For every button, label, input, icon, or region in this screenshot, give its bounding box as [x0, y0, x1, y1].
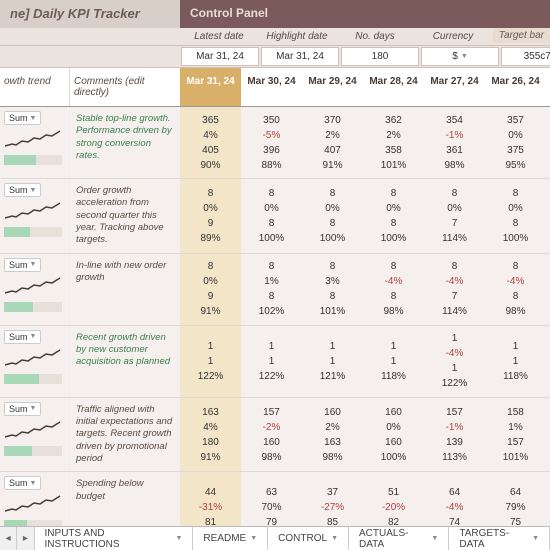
data-cell: 80%7114%: [424, 179, 485, 253]
ctrl-val-days[interactable]: 180: [341, 47, 419, 66]
sum-dropdown[interactable]: Sum▼: [4, 476, 41, 490]
data-cell: 354-1%36198%: [424, 107, 485, 178]
tab-nav-prev[interactable]: ◂: [0, 527, 17, 550]
date-header: Mar 29, 24: [302, 68, 363, 106]
sparkline: [4, 493, 62, 515]
target-bar: [4, 155, 62, 165]
data-cell: 1-4%1122%: [424, 326, 485, 397]
data-cell: 11122%: [180, 326, 241, 397]
sheet-tabs-bar: ◂ ▸ INPUTS AND INSTRUCTIONS▼README▼CONTR…: [0, 526, 550, 550]
ctrl-label-highlight: Highlight date: [258, 28, 336, 45]
sum-dropdown[interactable]: Sum▼: [4, 183, 41, 197]
kpi-row: Sum▼ Traffic aligned with initial expecta…: [0, 398, 550, 473]
data-cell: 8-4%7114%: [424, 254, 485, 325]
data-cell: 80%8100%: [302, 179, 363, 253]
data-cell: 8-4%898%: [363, 254, 424, 325]
data-cell: 80%8100%: [363, 179, 424, 253]
control-panel-header: Control Panel: [180, 0, 550, 28]
sparkline: [4, 200, 62, 222]
data-cell: 1634%18091%: [180, 398, 241, 472]
kpi-row: Sum▼ Recent growth driven by new customer…: [0, 326, 550, 398]
date-header: Mar 26, 24: [485, 68, 546, 106]
target-bar-label: Target bar: [493, 28, 550, 43]
sheet-tab[interactable]: INPUTS AND INSTRUCTIONS▼: [35, 527, 194, 550]
sheet-tab[interactable]: TARGETS-DATA▼: [449, 527, 550, 550]
data-cell: 81%8102%: [241, 254, 302, 325]
data-cell: 1600%160100%: [363, 398, 424, 472]
tab-nav-next[interactable]: ▸: [17, 527, 34, 550]
comment-cell[interactable]: Stable top-line growth. Performance driv…: [70, 107, 180, 178]
page-title: ne] Daily KPI Tracker: [0, 0, 180, 28]
sheet-tab[interactable]: ACTUALS-DATA▼: [349, 527, 449, 550]
sheet-tab[interactable]: CONTROL▼: [268, 527, 349, 550]
data-cell: 157-2%16098%: [241, 398, 302, 472]
ctrl-val-highlight[interactable]: Mar 31, 24: [261, 47, 339, 66]
ctrl-label-days: No. days: [336, 28, 414, 45]
data-cell: 83%8101%: [302, 254, 363, 325]
ctrl-label-currency: Currency: [414, 28, 492, 45]
data-cell: 3622%358101%: [363, 107, 424, 178]
sum-dropdown[interactable]: Sum▼: [4, 111, 41, 125]
comment-cell[interactable]: In-line with new order growth: [70, 254, 180, 325]
comment-cell[interactable]: Order growth acceleration from second qu…: [70, 179, 180, 253]
chevron-down-icon: ▼: [461, 53, 468, 60]
comment-cell[interactable]: Traffic aligned with initial expectation…: [70, 398, 180, 472]
target-bar: [4, 227, 62, 237]
data-cell: 1602%16398%: [302, 398, 363, 472]
kpi-row: Sum▼ Stable top-line growth. Performance …: [0, 107, 550, 179]
ctrl-label-latest: Latest date: [180, 28, 258, 45]
target-bar: [4, 374, 62, 384]
sheet-tab[interactable]: README▼: [193, 527, 268, 550]
data-cell: 157-1%139113%: [424, 398, 485, 472]
sparkline: [4, 128, 62, 150]
ctrl-val-trendcolor[interactable]: 355c7d: [501, 47, 550, 66]
sum-dropdown[interactable]: Sum▼: [4, 402, 41, 416]
kpi-row: Sum▼ In-line with new order growth80%991%…: [0, 254, 550, 326]
data-cell: 350-5%39688%: [241, 107, 302, 178]
target-bar: [4, 446, 62, 456]
sparkline: [4, 275, 62, 297]
data-cell: 3654%40590%: [180, 107, 241, 178]
sum-dropdown[interactable]: Sum▼: [4, 330, 41, 344]
sparkline: [4, 347, 62, 369]
data-cell: 11118%: [485, 326, 546, 397]
data-cell: 8-4%898%: [485, 254, 546, 325]
date-header: Mar 27, 24: [424, 68, 485, 106]
comment-cell[interactable]: Recent growth driven by new customer acq…: [70, 326, 180, 397]
data-cell: 80%989%: [180, 179, 241, 253]
data-cell: 3570%37595%: [485, 107, 546, 178]
date-header: Mar 28, 24: [363, 68, 424, 106]
col-header-growth: owth trend: [0, 68, 70, 106]
data-cell: 80%8100%: [485, 179, 546, 253]
data-cell: 11121%: [302, 326, 363, 397]
data-cell: 1581%157101%: [485, 398, 546, 472]
ctrl-val-latest[interactable]: Mar 31, 24: [181, 47, 259, 66]
col-header-comments: Comments (edit directly): [70, 68, 180, 106]
data-cell: 3702%40791%: [302, 107, 363, 178]
date-header: Mar 31, 24: [180, 68, 241, 106]
date-header: Mar 30, 24: [241, 68, 302, 106]
data-cell: 80%8100%: [241, 179, 302, 253]
data-cell: 80%991%: [180, 254, 241, 325]
data-cell: 11122%: [241, 326, 302, 397]
sum-dropdown[interactable]: Sum▼: [4, 258, 41, 272]
kpi-row: Sum▼ Order growth acceleration from secon…: [0, 179, 550, 254]
sparkline: [4, 419, 62, 441]
ctrl-val-currency[interactable]: $▼: [421, 47, 499, 66]
data-cell: 11118%: [363, 326, 424, 397]
target-bar: [4, 302, 62, 312]
